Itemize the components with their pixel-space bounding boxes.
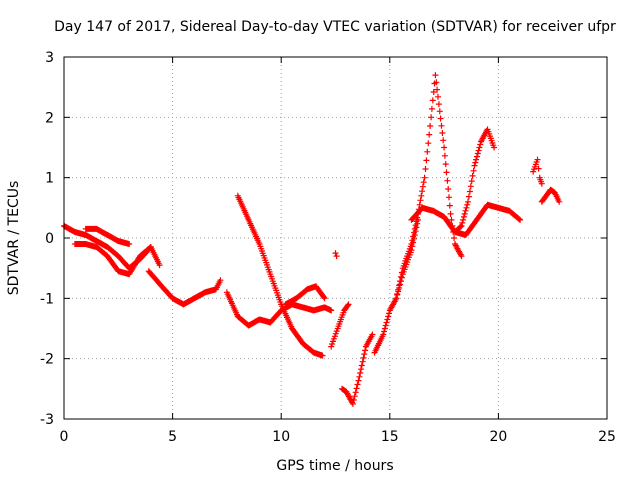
series-arc-descend xyxy=(234,192,326,359)
chart-title: Day 147 of 2017, Sidereal Day-to-day VTE… xyxy=(54,19,616,35)
series-arc-hump xyxy=(282,283,328,308)
series-arc-morning xyxy=(145,268,224,308)
data-point-markers xyxy=(234,192,326,359)
series-arc-plateau xyxy=(408,201,524,238)
plot-frame xyxy=(63,56,608,420)
data-point-markers xyxy=(530,156,545,187)
x-tick-label: 10 xyxy=(272,429,290,445)
data-point-markers xyxy=(332,250,340,260)
y-tick-label: 1 xyxy=(45,171,54,187)
grid xyxy=(64,57,607,419)
series-arc-second-peak xyxy=(452,126,498,235)
series-arc-late-2 xyxy=(538,186,563,205)
data-points xyxy=(61,72,563,407)
y-tick-label: -1 xyxy=(40,291,54,307)
data-point-markers xyxy=(538,186,563,205)
series-arc-isolated xyxy=(332,250,340,260)
data-point-markers xyxy=(282,283,328,308)
y-tick-label: 2 xyxy=(45,110,54,126)
series-arc-late-1 xyxy=(530,156,545,187)
y-tick-label: 3 xyxy=(45,50,54,66)
data-point-markers xyxy=(71,241,154,278)
data-point-markers xyxy=(452,126,498,235)
data-point-markers xyxy=(393,72,465,302)
data-point-markers xyxy=(145,268,224,308)
data-point-markers xyxy=(328,301,352,350)
data-point-markers xyxy=(408,201,524,238)
y-tick-label: 0 xyxy=(45,231,54,247)
x-tick-label: 15 xyxy=(381,429,399,445)
x-tick-label: 0 xyxy=(60,429,69,445)
y-tick-label: -2 xyxy=(40,352,54,368)
y-tick-label: -3 xyxy=(40,412,54,428)
series-arc-dip xyxy=(339,331,376,407)
series-arc-short xyxy=(328,301,352,350)
tick-labels: 0 5 10 15 20 25 -3 -2 -1 0 1 2 3 xyxy=(40,50,616,445)
series-arc-spike xyxy=(393,72,465,302)
data-point-markers xyxy=(339,331,376,407)
y-axis-label: SDTVAR / TECUs xyxy=(6,181,22,296)
x-axis-label: GPS time / hours xyxy=(276,458,393,474)
series-arc-early-2 xyxy=(71,241,154,278)
data-point-markers xyxy=(82,225,133,247)
x-tick-label: 20 xyxy=(489,429,507,445)
series-arc-early-3 xyxy=(82,225,133,247)
x-tick-label: 25 xyxy=(598,429,616,445)
x-tick-label: 5 xyxy=(168,429,177,445)
ticks xyxy=(63,56,608,420)
